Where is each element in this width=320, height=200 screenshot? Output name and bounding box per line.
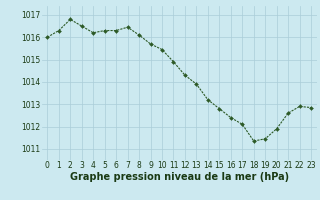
X-axis label: Graphe pression niveau de la mer (hPa): Graphe pression niveau de la mer (hPa) xyxy=(70,172,289,182)
